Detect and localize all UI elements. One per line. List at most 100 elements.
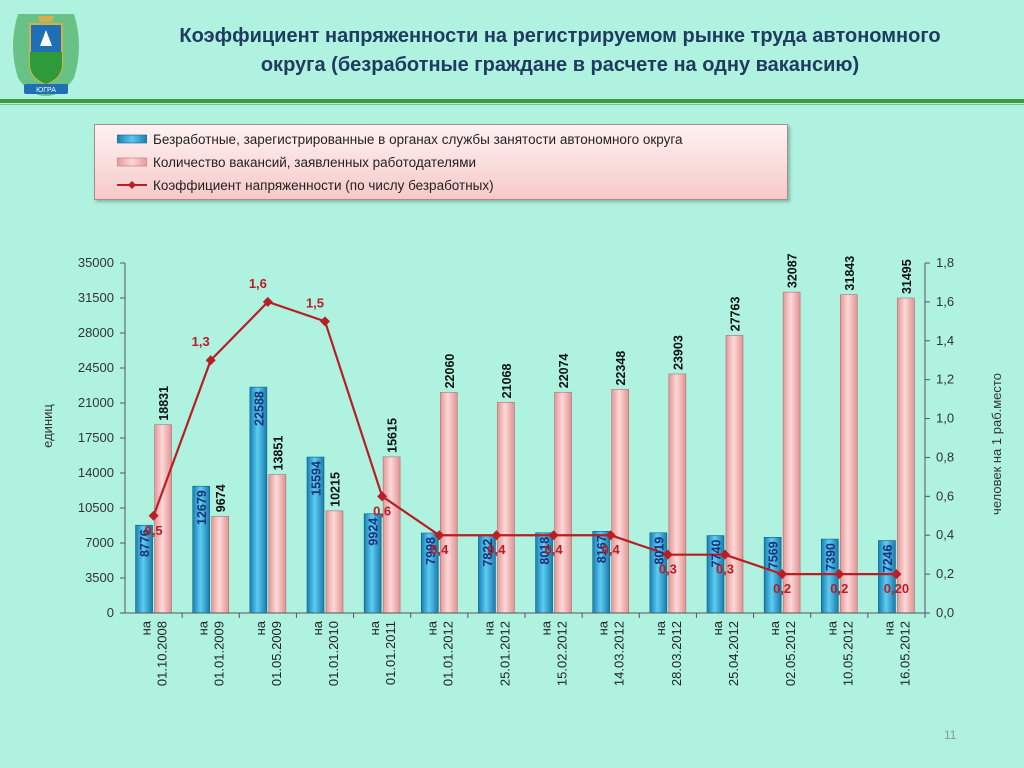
chart-legend: Безработные, зарегистрированные в органа… xyxy=(94,124,788,200)
data-label-unemployed: 22588 xyxy=(252,391,266,426)
x-tick-label-prefix: на xyxy=(596,620,611,635)
data-label-unemployed: 7822 xyxy=(481,539,495,567)
x-tick-label-prefix: на xyxy=(139,620,154,635)
left-axis-title: единиц xyxy=(40,404,55,448)
right-tick-label: 0,8 xyxy=(936,449,954,464)
data-label-vacancies: 32087 xyxy=(786,253,800,288)
data-label-unemployed: 7246 xyxy=(881,544,895,572)
data-label-vacancies: 10215 xyxy=(329,472,343,507)
data-label-vacancies: 31843 xyxy=(843,256,857,291)
x-tick-label-prefix: на xyxy=(310,620,325,635)
bar-vacancies xyxy=(154,424,172,614)
ratio-point xyxy=(320,316,330,327)
legend-label-vacancies: Количество вакансий, заявленных работода… xyxy=(153,154,477,170)
left-tick-label: 0 xyxy=(107,605,114,620)
x-tick-label-prefix: на xyxy=(481,620,496,635)
data-label-unemployed: 15594 xyxy=(310,461,324,496)
x-tick-label-date: 25.04.2012 xyxy=(726,621,741,686)
x-tick-label-date: 01.01.2010 xyxy=(326,621,341,686)
right-tick-label: 0,2 xyxy=(936,566,954,581)
ratio-point xyxy=(491,530,502,541)
data-label-ratio: 0,3 xyxy=(659,562,677,577)
data-label-ratio: 1,6 xyxy=(249,276,267,291)
left-tick-label: 17500 xyxy=(78,430,114,445)
x-tick-label-date: 01.01.2012 xyxy=(440,621,455,686)
bar-vacancies xyxy=(325,510,344,614)
right-tick-label: 0,0 xyxy=(936,605,954,620)
data-label-ratio: 0,4 xyxy=(487,542,506,557)
data-label-ratio: 0,6 xyxy=(373,503,391,518)
data-label-vacancies: 21068 xyxy=(500,364,514,399)
left-tick-label: 14000 xyxy=(78,465,114,480)
x-tick-label-prefix: на xyxy=(253,620,268,635)
x-tick-label-date: 10.05.2012 xyxy=(840,621,855,686)
bar-vacancies xyxy=(668,373,687,614)
coat-of-arms-logo: ЮГРА xyxy=(13,14,79,96)
left-tick-label: 31500 xyxy=(78,290,114,305)
bar-vacancies xyxy=(497,402,515,614)
data-label-unemployed: 7390 xyxy=(824,543,838,571)
x-tick-label-prefix: на xyxy=(196,620,211,635)
data-label-vacancies: 23903 xyxy=(671,335,685,370)
legend-label-unemployed: Безработные, зарегистрированные в органа… xyxy=(153,131,683,147)
data-label-vacancies: 22074 xyxy=(557,353,571,388)
x-tick-label-date: 01.05.2009 xyxy=(269,621,284,686)
bar-vacancies xyxy=(439,392,458,614)
x-tick-label-prefix: на xyxy=(539,620,554,635)
data-label-unemployed: 7998 xyxy=(424,537,438,565)
data-label-vacancies: 18831 xyxy=(157,386,171,421)
bar-vacancies xyxy=(211,515,230,614)
right-tick-label: 0,6 xyxy=(936,488,954,503)
bar-vacancies xyxy=(611,389,630,614)
ratio-point xyxy=(434,530,445,541)
bar-vacancies xyxy=(382,456,401,614)
left-tick-label: 7000 xyxy=(85,535,114,550)
data-label-unemployed: 7740 xyxy=(710,540,724,568)
right-tick-label: 1,8 xyxy=(936,255,954,270)
page-title: Коэффициент напряженности на регистрируе… xyxy=(100,22,1020,80)
ratio-point xyxy=(205,355,216,366)
bar-vacancies xyxy=(839,294,858,614)
data-label-vacancies: 9674 xyxy=(214,484,228,512)
left-tick-label: 10500 xyxy=(78,500,114,515)
x-tick-label-date: 14.03.2012 xyxy=(612,621,627,686)
legend-key-ratio xyxy=(117,178,147,192)
x-tick-label-date: 01.01.2011 xyxy=(383,621,398,685)
data-label-ratio: 0,2 xyxy=(830,581,848,596)
ratio-point xyxy=(262,296,273,307)
header-rule-thin xyxy=(0,104,1024,105)
ratio-point xyxy=(605,530,616,541)
ratio-point xyxy=(720,549,730,560)
x-tick-label-date: 01.01.2009 xyxy=(212,621,227,686)
ratio-line-layer xyxy=(148,296,902,580)
data-label-vacancies: 22348 xyxy=(614,351,628,386)
left-tick-label: 35000 xyxy=(78,255,114,270)
bar-vacancies xyxy=(782,291,801,614)
data-label-ratio: 1,3 xyxy=(192,334,210,349)
right-tick-label: 1,6 xyxy=(936,294,954,309)
data-label-unemployed: 8019 xyxy=(652,537,666,565)
data-label-vacancies: 22060 xyxy=(443,354,457,389)
bars-layer xyxy=(135,291,915,614)
x-tick-label-prefix: на xyxy=(710,620,725,635)
bar-vacancies xyxy=(897,297,915,614)
x-tick-label-date: 28.03.2012 xyxy=(669,621,684,686)
title-line-1: Коэффициент напряженности на регистрируе… xyxy=(179,25,941,47)
left-tick-label: 3500 xyxy=(85,570,114,585)
data-label-ratio: 0,4 xyxy=(430,542,449,557)
right-tick-label: 1,2 xyxy=(936,372,954,387)
data-label-unemployed: 8776 xyxy=(138,529,152,557)
data-label-ratio: 0,2 xyxy=(773,581,791,596)
header-rule xyxy=(0,99,1024,103)
data-label-ratio: 1,5 xyxy=(306,295,324,310)
legend-item-vacancies: Количество вакансий, заявленных работода… xyxy=(95,151,476,173)
data-labels-layer: 8776 18831 12679 9674 22588 13851 15594 10215 99… xyxy=(138,253,914,596)
logo-text: ЮГРА xyxy=(36,87,56,94)
legend-item-ratio: Коэффициент напряженности (по числу безр… xyxy=(95,174,494,196)
legend-item-unemployed: Безработные, зарегистрированные в органа… xyxy=(95,128,683,150)
ratio-point xyxy=(548,530,559,541)
data-label-unemployed: 8167 xyxy=(595,535,609,563)
ratio-point xyxy=(834,569,845,580)
data-label-vacancies: 13851 xyxy=(271,436,285,471)
data-label-vacancies: 27763 xyxy=(729,297,743,332)
